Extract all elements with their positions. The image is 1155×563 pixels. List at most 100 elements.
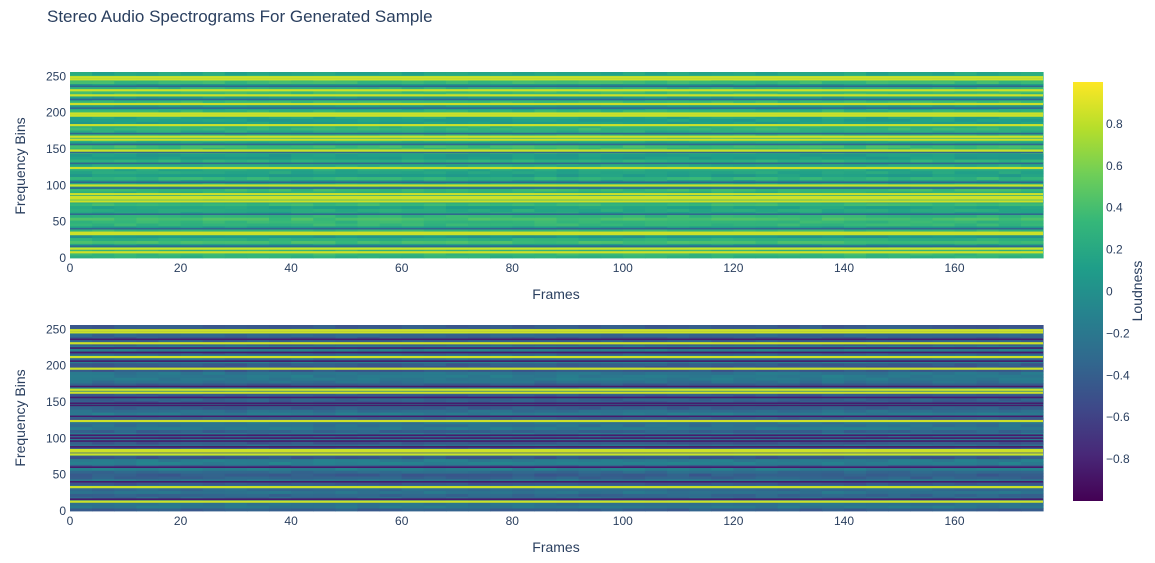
heatmap-cell: [202, 159, 226, 163]
heatmap-cell: [777, 394, 801, 399]
heatmap-cell: [689, 397, 712, 401]
heatmap-cell: [246, 461, 270, 465]
heatmap-cell: [667, 208, 690, 212]
heatmap-cell: [821, 156, 845, 160]
heatmap-cell: [291, 481, 314, 486]
heatmap-cell: [246, 80, 270, 85]
heatmap-cell: [180, 153, 204, 157]
heatmap-cell: [246, 467, 270, 471]
heatmap-cell: [114, 228, 137, 233]
heatmap-cell: [1020, 217, 1044, 221]
heatmap-cell: [622, 432, 646, 436]
heatmap-cell: [136, 493, 160, 497]
heatmap-cell: [92, 397, 115, 401]
heatmap-cell: [202, 409, 226, 413]
heatmap-cell: [490, 455, 513, 460]
heatmap-cell: [667, 205, 690, 209]
heatmap-cell: [600, 394, 624, 399]
heatmap-cell: [932, 167, 956, 172]
heatmap-cell: [821, 420, 845, 425]
heatmap-cell: [246, 455, 270, 460]
heatmap-cell: [468, 153, 491, 157]
heatmap-cell: [445, 220, 469, 224]
heatmap-cell: [490, 103, 513, 108]
heatmap-cell: [777, 487, 801, 492]
heatmap-cell: [423, 418, 447, 422]
heatmap-cell: [954, 394, 978, 399]
heatmap-cell: [689, 95, 712, 99]
heatmap-cell: [578, 185, 602, 189]
heatmap-cell: [600, 502, 624, 506]
heatmap-cell: [932, 173, 956, 178]
heatmap-cell: [401, 255, 425, 259]
heatmap-bright-band: [70, 114, 1043, 117]
heatmap-cell: [932, 255, 956, 259]
heatmap-cell: [821, 479, 845, 483]
heatmap-cell: [600, 409, 624, 413]
heatmap-cell: [136, 374, 160, 378]
heatmap-cell: [799, 461, 823, 465]
heatmap-cell: [799, 470, 823, 474]
heatmap-cell: [711, 386, 735, 390]
heatmap-cell: [843, 194, 867, 198]
heatmap-cell: [490, 173, 513, 178]
heatmap-cell: [755, 255, 779, 259]
heatmap-cell: [445, 252, 469, 256]
heatmap-cell: [490, 234, 513, 239]
heatmap-cell: [158, 167, 182, 172]
heatmap-cell: [92, 182, 115, 186]
heatmap-cell: [777, 205, 801, 209]
heatmap-cell: [512, 444, 535, 448]
heatmap-cell: [600, 377, 624, 381]
bottom-heatmap[interactable]: [70, 325, 1044, 512]
heatmap-dark-band: [70, 143, 1043, 146]
heatmap-cell: [180, 176, 204, 180]
heatmap-cell: [401, 156, 425, 160]
heatmap-cell: [512, 490, 535, 494]
heatmap-cell: [733, 481, 757, 486]
heatmap-cell: [689, 243, 712, 247]
heatmap-cell: [777, 377, 801, 381]
heatmap-cell: [932, 383, 956, 387]
heatmap-cell: [622, 121, 646, 125]
heatmap-cell: [777, 426, 801, 431]
heatmap-cell: [357, 432, 381, 436]
top-heatmap[interactable]: [70, 72, 1044, 259]
heatmap-cell: [821, 455, 845, 460]
heatmap-cell: [401, 420, 425, 425]
heatmap-cell: [291, 101, 314, 105]
heatmap-cell: [114, 493, 137, 497]
heatmap-cell: [136, 505, 160, 509]
heatmap-cell: [689, 377, 712, 381]
heatmap-cell: [711, 101, 735, 105]
heatmap-cell: [600, 447, 624, 451]
heatmap-cell: [932, 426, 956, 431]
heatmap-cell: [202, 115, 226, 119]
heatmap-cell: [357, 374, 381, 378]
heatmap-cell: [733, 217, 757, 221]
heatmap-cell: [689, 205, 712, 209]
heatmap-cell: [976, 80, 1000, 85]
heatmap-cell: [910, 444, 934, 448]
heatmap-cell: [468, 165, 491, 169]
heatmap-cell: [622, 490, 646, 494]
heatmap-cell: [556, 159, 580, 163]
heatmap-cell: [888, 185, 911, 189]
heatmap-cell: [888, 182, 911, 186]
heatmap-cell: [644, 165, 668, 169]
heatmap-cell: [556, 397, 580, 401]
heatmap-cell: [534, 438, 558, 442]
heatmap-cell: [269, 458, 292, 462]
heatmap-cell: [92, 165, 115, 169]
heatmap-cell: [888, 191, 911, 195]
heatmap-cell: [379, 95, 403, 99]
heatmap-cell: [689, 380, 712, 384]
heatmap-cell: [335, 223, 359, 227]
heatmap-cell: [401, 481, 425, 486]
heatmap-cell: [888, 92, 911, 96]
heatmap-cell: [291, 191, 314, 195]
heatmap-cell: [202, 237, 226, 241]
heatmap-cell: [379, 255, 403, 259]
heatmap-cell: [866, 86, 889, 90]
heatmap-cell: [423, 208, 447, 212]
